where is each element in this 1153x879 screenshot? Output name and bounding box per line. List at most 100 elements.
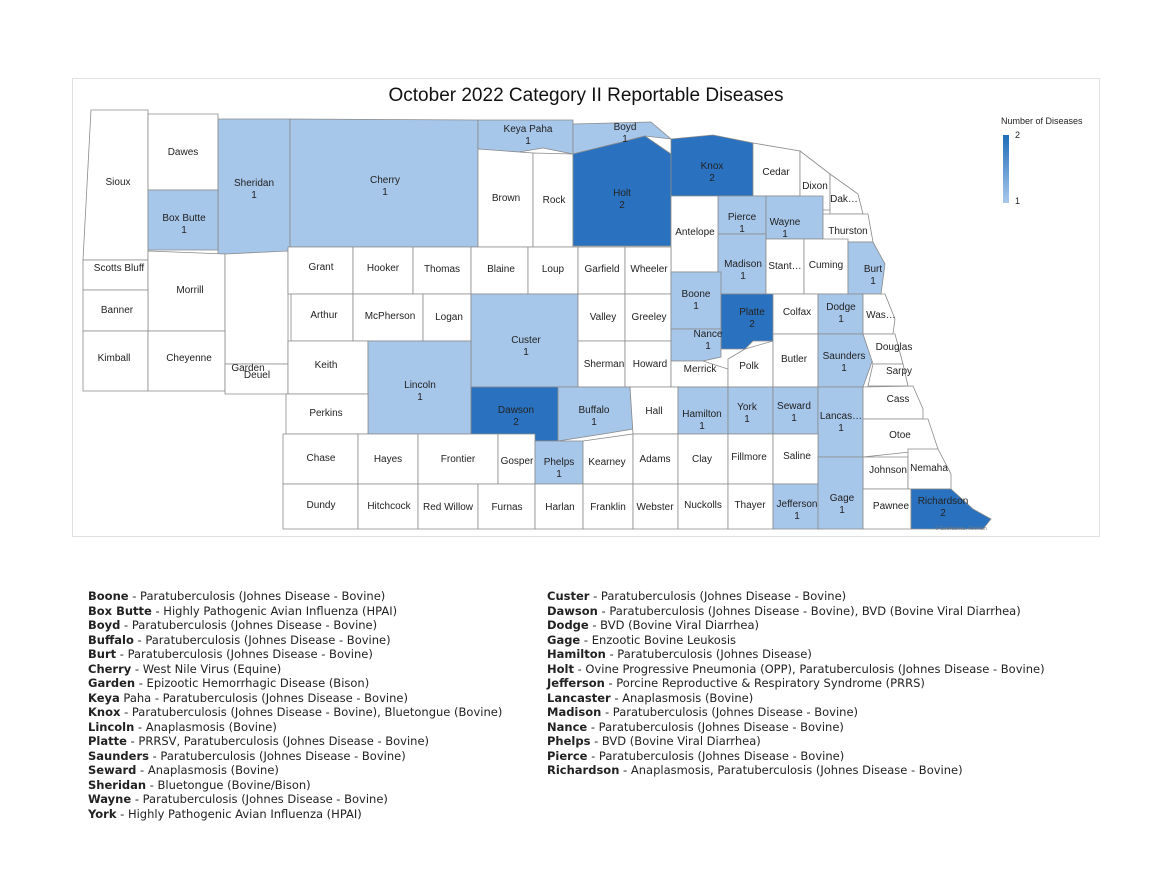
note-county: Madison — [547, 705, 602, 719]
note-county: Wayne — [88, 792, 132, 806]
note-county: Jefferson — [547, 676, 605, 690]
disease-note: Nance - Paratuberculosis (Johnes Disease… — [547, 720, 1045, 735]
note-diseases: - Paratuberculosis (Johnes Disease - Bov… — [120, 618, 378, 632]
county-count-box-butte: 1 — [181, 225, 187, 236]
note-county: York — [88, 806, 117, 821]
note-diseases: - Highly Pathogenic Avian Influenza (HPA… — [151, 603, 398, 618]
disease-note: Cherry - West Nile Virus (Equine) — [88, 662, 502, 677]
county-label-hall: Hall — [645, 406, 662, 417]
county-label-phelps: Phelps — [544, 457, 575, 468]
disease-note: Richardson - Anaplasmosis, Paratuberculo… — [547, 763, 1045, 778]
legend-color-ramp — [1003, 135, 1009, 203]
county-label-grant: Grant — [308, 262, 333, 273]
map-frame: Sioux Dawes Sheridan 1 Cherry 1 Keya Paha 1 Boyd… — [72, 78, 1100, 537]
disease-note: Holt - Ovine Progressive Pneumonia (OPP)… — [547, 662, 1045, 677]
note-county: Holt — [547, 661, 574, 676]
county-count-wayne: 1 — [782, 229, 788, 240]
county-label-was: Was… — [866, 310, 896, 321]
county-label-otoe: Otoe — [889, 430, 911, 441]
county-count-york: 1 — [744, 414, 750, 425]
county-label-johnson: Johnson — [869, 465, 907, 476]
note-diseases: - Highly Pathogenic Avian Influenza (HPA… — [116, 806, 362, 821]
disease-note: Pierce - Paratuberculosis (Johnes Diseas… — [547, 749, 1045, 764]
county-count-custer: 1 — [523, 347, 529, 358]
note-diseases: - Anaplasmosis, Paratuberculosis (Johnes… — [619, 763, 963, 777]
county-count-richardson: 2 — [940, 508, 946, 519]
county-count-lancas: 1 — [838, 423, 844, 434]
disease-list-right: Custer - Paratuberculosis (Johnes Diseas… — [547, 589, 1045, 778]
county-label-madison: Madison — [724, 259, 762, 270]
county-label-dawson: Dawson — [498, 405, 534, 416]
county-count-boyd: 1 — [622, 134, 628, 145]
note-diseases: - Anaplasmosis (Bovine) — [134, 719, 277, 734]
disease-note: Boyd - Paratuberculosis (Johnes Disease … — [88, 618, 502, 633]
county-label-york: York — [737, 402, 758, 413]
county-label-boone: Boone — [682, 289, 711, 300]
note-county: Lancaster — [547, 690, 611, 705]
county-label-loup: Loup — [542, 264, 565, 275]
note-diseases: - Epizootic Hemorrhagic Disease (Bison) — [135, 676, 370, 690]
county-label-polk: Polk — [739, 361, 759, 372]
note-county: Boyd — [88, 618, 121, 632]
map-attribution: © GeoNames, TomTom — [935, 526, 987, 532]
county-label-thurston: Thurston — [828, 226, 867, 237]
county-label-franklin: Franklin — [590, 502, 626, 513]
county-label-hooker: Hooker — [367, 263, 400, 274]
county-label-buffalo: Buffalo — [579, 405, 610, 416]
note-county: Richardson — [547, 763, 620, 777]
county-lancas — [817, 386, 864, 458]
county-count-platte: 2 — [749, 319, 755, 330]
county-count-boone: 1 — [693, 301, 699, 312]
county-box-butte — [147, 189, 219, 251]
county-count-dodge: 1 — [838, 314, 844, 325]
note-diseases: - Anaplasmosis (Bovine) — [610, 690, 754, 705]
note-county: Box Butte — [88, 603, 152, 618]
county-label-colfax: Colfax — [783, 307, 811, 318]
note-diseases: - Paratuberculosis (Johnes Disease - Bov… — [587, 748, 845, 763]
note-county: Phelps — [547, 734, 591, 748]
county-burt — [847, 241, 886, 295]
note-county: Sheridan — [88, 777, 147, 792]
disease-list-left: Boone - Paratuberculosis (Johnes Disease… — [88, 589, 502, 821]
county-count-pierce: 1 — [739, 224, 745, 235]
note-diseases: - BVD (Bovine Viral Diarrhea) — [588, 618, 760, 632]
note-county: Cherry — [88, 661, 132, 676]
disease-note: Buffalo - Paratuberculosis (Johnes Disea… — [88, 633, 502, 648]
note-county: Garden — [88, 676, 136, 690]
county-count-burt: 1 — [870, 276, 876, 287]
disease-note: Knox - Paratuberculosis (Johnes Disease … — [88, 705, 502, 720]
note-county: Hamilton — [547, 647, 606, 661]
county-label-saunders: Saunders — [823, 351, 866, 362]
disease-note: Gage - Enzootic Bovine Leukosis — [547, 633, 1045, 648]
note-county: Keya — [88, 690, 120, 705]
note-diseases: - Paratuberculosis (Johnes Disease - Bov… — [597, 603, 1021, 618]
disease-note: Boone - Paratuberculosis (Johnes Disease… — [88, 589, 502, 604]
county-label-garden: Garden — [231, 363, 264, 374]
note-diseases: - Paratuberculosis (Johnes Disease - Bov… — [131, 792, 388, 806]
county-label-morrill: Morrill — [176, 285, 203, 296]
county-label-greeley: Greeley — [631, 312, 666, 323]
note-diseases: - Paratuberculosis (Johnes Disease) — [605, 647, 812, 661]
county-cass — [862, 385, 924, 420]
disease-note: Seward - Anaplasmosis (Bovine) — [88, 763, 502, 778]
note-county: Knox — [88, 705, 121, 719]
note-diseases: - Paratuberculosis (Johnes Disease - Bov… — [128, 589, 386, 603]
county-label-webster: Webster — [636, 502, 674, 513]
map-title: October 2022 Category II Reportable Dise… — [388, 85, 784, 106]
county-count-phelps: 1 — [556, 469, 562, 480]
county-nance — [670, 328, 722, 362]
disease-note: Keya Paha - Paratuberculosis (Johnes Dis… — [88, 691, 502, 706]
disease-note: Hamilton - Paratuberculosis (Johnes Dise… — [547, 647, 1045, 662]
county-label-cedar: Cedar — [762, 167, 790, 178]
county-nemaha — [907, 448, 952, 490]
note-diseases: - Paratuberculosis (Johnes Disease - Bov… — [120, 705, 503, 719]
county-was — [862, 293, 896, 335]
disease-note: Jefferson - Porcine Reproductive & Respi… — [547, 676, 1045, 691]
county-label-saline: Saline — [783, 451, 811, 462]
county-label-hitchcock: Hitchcock — [367, 501, 411, 512]
disease-note: York - Highly Pathogenic Avian Influenza… — [88, 807, 502, 822]
disease-note: Lincoln - Anaplasmosis (Bovine) — [88, 720, 502, 735]
disease-note: Garden - Epizootic Hemorrhagic Disease (… — [88, 676, 502, 691]
county-label-dodge: Dodge — [826, 302, 856, 313]
disease-note: Dodge - BVD (Bovine Viral Diarrhea) — [547, 618, 1045, 633]
